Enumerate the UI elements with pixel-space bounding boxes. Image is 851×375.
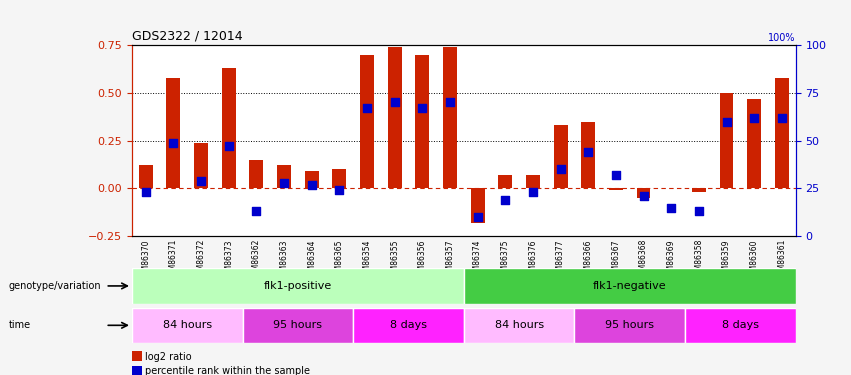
Point: [333, 188, 346, 194]
Point: [775, 115, 789, 121]
Point: [443, 99, 457, 105]
Point: [747, 115, 761, 121]
Text: GDS2322 / 12014: GDS2322 / 12014: [132, 30, 243, 42]
Bar: [685, 308, 796, 343]
Bar: [388, 47, 402, 188]
Bar: [222, 68, 236, 188]
Point: [167, 140, 180, 146]
Point: [194, 178, 208, 184]
Bar: [499, 175, 512, 188]
Bar: [720, 93, 734, 188]
Text: 84 hours: 84 hours: [494, 320, 544, 330]
Text: percentile rank within the sample: percentile rank within the sample: [145, 366, 310, 375]
Point: [526, 189, 540, 195]
Bar: [637, 188, 650, 198]
Bar: [277, 165, 291, 188]
Bar: [692, 188, 705, 192]
Point: [388, 99, 402, 105]
Point: [360, 105, 374, 111]
Point: [305, 182, 318, 188]
Bar: [333, 170, 346, 188]
Point: [249, 209, 263, 214]
Bar: [471, 188, 484, 223]
Point: [277, 180, 291, 186]
Bar: [554, 125, 568, 188]
Bar: [132, 308, 243, 343]
Bar: [526, 175, 540, 188]
Bar: [194, 142, 208, 188]
Text: time: time: [9, 320, 31, 330]
Bar: [574, 308, 685, 343]
Text: 95 hours: 95 hours: [273, 320, 323, 330]
Text: flk1-negative: flk1-negative: [593, 281, 666, 291]
Text: flk1-positive: flk1-positive: [264, 281, 332, 291]
Bar: [747, 99, 761, 188]
Point: [222, 143, 236, 149]
Point: [499, 197, 512, 203]
Text: log2 ratio: log2 ratio: [145, 352, 191, 362]
Text: 95 hours: 95 hours: [605, 320, 654, 330]
Bar: [443, 47, 457, 188]
Point: [692, 209, 705, 214]
Bar: [249, 160, 263, 188]
Point: [665, 205, 678, 211]
Bar: [464, 268, 796, 304]
Point: [415, 105, 429, 111]
Bar: [581, 122, 595, 188]
Point: [471, 214, 484, 220]
Point: [609, 172, 623, 178]
Text: 8 days: 8 days: [722, 320, 759, 330]
Point: [554, 166, 568, 172]
Point: [720, 118, 734, 124]
Bar: [360, 55, 374, 188]
Text: 100%: 100%: [768, 33, 796, 43]
Bar: [609, 188, 623, 190]
Text: 84 hours: 84 hours: [163, 320, 212, 330]
Bar: [415, 55, 429, 188]
Text: 8 days: 8 days: [390, 320, 427, 330]
Text: genotype/variation: genotype/variation: [9, 281, 101, 291]
Bar: [353, 308, 464, 343]
Bar: [775, 78, 789, 188]
Point: [581, 149, 595, 155]
Point: [637, 193, 650, 199]
Bar: [464, 308, 574, 343]
Bar: [243, 308, 353, 343]
Bar: [139, 165, 152, 188]
Bar: [167, 78, 180, 188]
Bar: [132, 268, 464, 304]
Point: [139, 189, 152, 195]
Bar: [305, 171, 318, 188]
